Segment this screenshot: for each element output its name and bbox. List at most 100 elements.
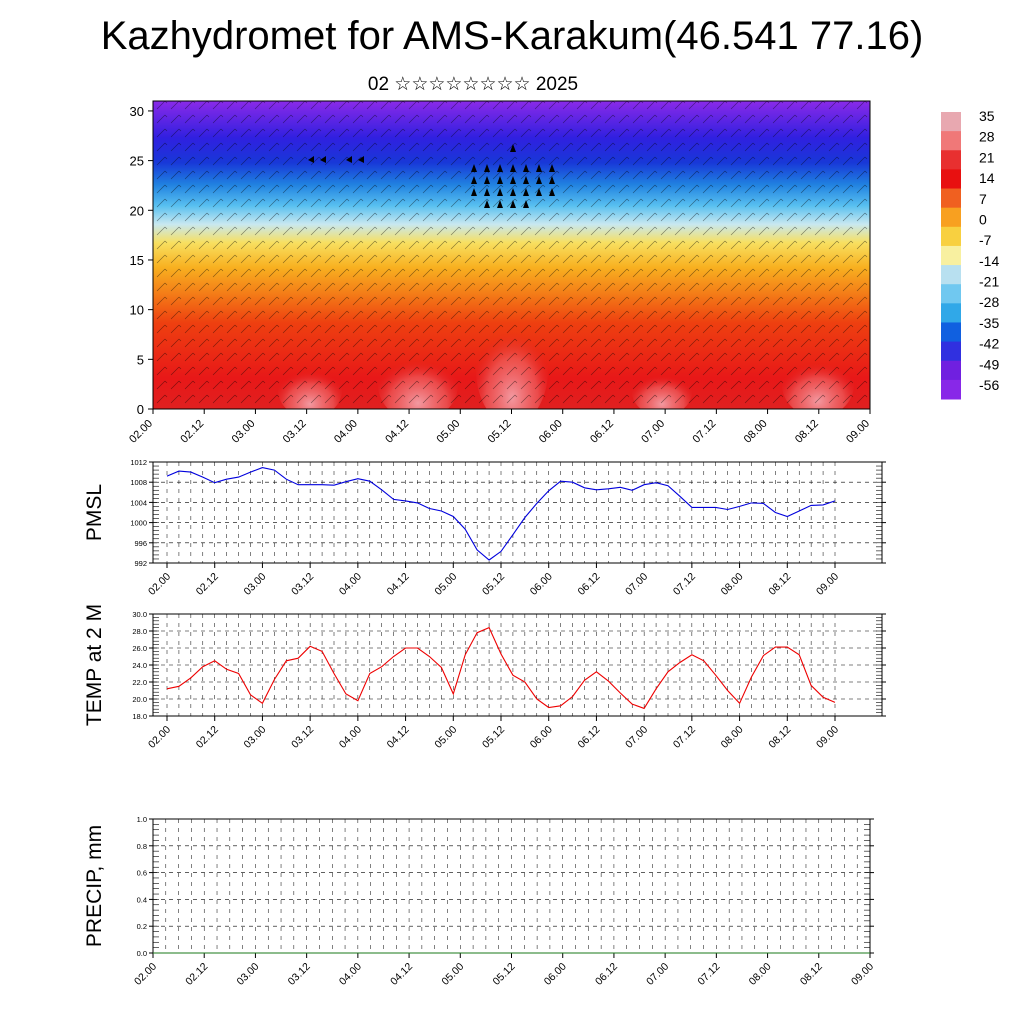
x-tick-label: 07.00 — [623, 724, 650, 751]
wind-barb — [484, 200, 490, 208]
colorbar-swatch — [941, 360, 961, 381]
x-tick-label: 03.00 — [241, 571, 268, 598]
x-tick-label: 02.00 — [127, 418, 155, 446]
cross-section-panel: 0 5 10 15 20 25 30 02.00 02.12 03.00 03.12 04.00 04.… — [127, 100, 872, 446]
x-tick-label: 04.00 — [337, 724, 364, 751]
colorbar-label: -14 — [979, 253, 999, 269]
x-tick-label: 09.00 — [814, 571, 841, 598]
wind-barb — [536, 188, 542, 196]
x-tick-label: 07.12 — [671, 571, 698, 598]
pmsl-panel: 992 996 1000 1004 1008 1012 02.00 02.12 03.00 03.… — [83, 458, 886, 598]
x-tick-label: 02.12 — [194, 571, 221, 598]
x-tick-label: 04.12 — [385, 571, 412, 598]
colorbar-swatch — [941, 245, 961, 266]
colorbar-label: 35 — [979, 108, 995, 124]
y-tick-label: 1008 — [130, 478, 147, 487]
colorbar-swatch — [941, 322, 961, 343]
wind-barb — [510, 200, 516, 208]
y-tick-label: 20.0 — [132, 695, 147, 704]
x-tick-label: 02.00 — [146, 571, 173, 598]
x-tick-label: 06.00 — [542, 961, 569, 988]
x-tick-label: 02.12 — [194, 724, 221, 751]
x-tick-label: 03.12 — [289, 724, 316, 751]
x-tick-label: 05.00 — [432, 724, 459, 751]
y-tick-label: 0.8 — [137, 842, 147, 851]
colorbar-swatch — [941, 265, 961, 285]
wind-barb — [346, 156, 352, 163]
x-tick-label: 07.00 — [639, 418, 667, 446]
colorbar-label: 0 — [979, 211, 987, 227]
wind-barb — [549, 176, 555, 184]
y-tick-label: 0.0 — [137, 949, 147, 958]
x-tick-label: 02.12 — [178, 418, 206, 446]
x-tick-label: 02.00 — [146, 724, 173, 751]
panel-frame — [152, 461, 883, 564]
wind-barb — [536, 164, 542, 172]
y-tick-label: 25 — [130, 154, 144, 169]
colorbar-label: -49 — [979, 356, 999, 372]
wind-barb — [308, 156, 314, 163]
wind-barb — [484, 188, 490, 196]
x-tick-label: 07.12 — [671, 724, 698, 751]
wind-vectors — [153, 101, 870, 409]
x-tick-label: 06.12 — [575, 571, 602, 598]
temp2m-series-line — [166, 626, 836, 710]
x-tick-label: 03.12 — [286, 961, 313, 988]
colorbar-swatch — [941, 303, 961, 323]
wind-barb — [510, 144, 516, 152]
y-tick-label: 1012 — [130, 458, 147, 467]
wind-barb — [510, 188, 516, 196]
x-tick-label: 09.00 — [849, 961, 876, 988]
x-tick-label: 03.00 — [234, 961, 261, 988]
colorbar-swatch — [941, 379, 961, 400]
x-tick-label: 09.00 — [814, 724, 841, 751]
colorbar-label: -28 — [979, 294, 999, 310]
x-tick-label: 07.00 — [623, 571, 650, 598]
x-tick-label: 06.12 — [593, 961, 620, 988]
colorbar-swatch — [941, 169, 961, 190]
wind-barb — [510, 176, 516, 184]
y-tick-label: 18.0 — [132, 712, 147, 721]
x-tick-label: 05.00 — [439, 961, 466, 988]
pmsl-series-line — [166, 467, 836, 561]
x-tick-label: 08.00 — [719, 571, 746, 598]
wind-barb — [484, 176, 490, 184]
y-tick-label: 996 — [134, 539, 147, 548]
x-tick-label: 03.12 — [281, 418, 309, 446]
y-tick-label: 1000 — [130, 519, 147, 528]
x-tick-label: 08.12 — [766, 571, 793, 598]
x-tick-label: 04.00 — [337, 571, 364, 598]
x-tick-label: 08.12 — [793, 418, 821, 446]
wind-barb — [497, 200, 503, 208]
wind-barb — [471, 188, 477, 196]
x-tick-label: 02.00 — [132, 961, 159, 988]
y-tick-label: 30.0 — [132, 610, 147, 619]
y-tick-label: 0.4 — [137, 895, 147, 904]
y-tick-label: 30 — [130, 104, 144, 119]
colorbar-swatch — [941, 341, 961, 362]
x-tick-label: 05.12 — [486, 418, 514, 446]
x-tick-label: 07.12 — [691, 418, 719, 446]
wind-barb — [523, 200, 529, 208]
y-tick-label: 1.0 — [137, 815, 147, 824]
x-tick-label: 04.12 — [383, 418, 411, 446]
wind-barb — [484, 164, 490, 172]
colorbar-label: -56 — [979, 377, 999, 393]
y-tick-label: 992 — [134, 559, 147, 568]
colorbar-label: -42 — [979, 336, 999, 352]
x-tick-label: 08.00 — [747, 961, 774, 988]
chart-title: Kazhydromet for AMS-Karakum(46.541 77.16… — [100, 14, 924, 58]
wind-barb — [536, 176, 542, 184]
colorbar-label: 7 — [979, 191, 987, 207]
x-tick-label: 08.00 — [742, 418, 770, 446]
precip-panel: 0.0 0.2 0.4 0.6 0.8 1.0 02.00 02.12 03.00 03.12 04… — [83, 815, 876, 988]
y-tick-label: 5 — [137, 352, 144, 367]
x-tick-label: 05.12 — [491, 961, 518, 988]
wind-barb — [549, 164, 555, 172]
colorbar-label: 28 — [979, 129, 995, 145]
colorbar-swatch — [941, 284, 961, 304]
y-axis-label: PRECIP, mm — [83, 825, 106, 947]
x-tick-label: 05.00 — [432, 571, 459, 598]
y-tick-label: 0.2 — [137, 922, 147, 931]
